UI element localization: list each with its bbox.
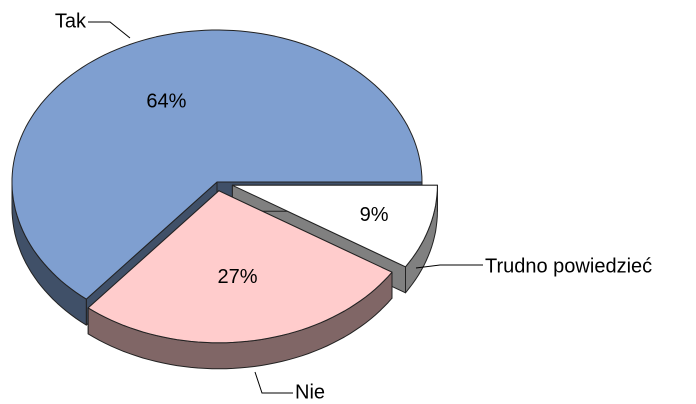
slice <box>87 190 393 344</box>
slice <box>231 184 438 268</box>
category-label: Tak <box>55 10 87 32</box>
value-label: 9% <box>360 204 389 226</box>
leader-line <box>88 21 131 39</box>
value-label: 64% <box>146 91 186 113</box>
value-label: 27% <box>217 266 257 288</box>
leader-line <box>254 371 293 394</box>
category-label: Nie <box>295 381 325 403</box>
leader-line <box>415 264 483 269</box>
slice <box>11 29 423 300</box>
category-label: Trudno powiedzieć <box>485 255 652 277</box>
